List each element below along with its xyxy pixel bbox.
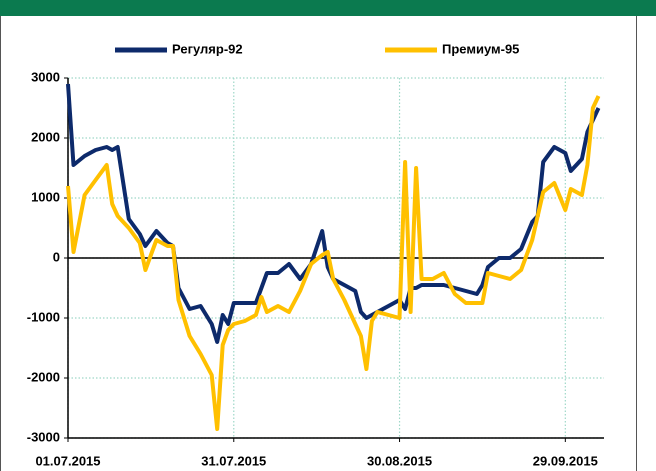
y-tick-label: -3000: [27, 429, 60, 444]
x-tick-label: 30.08.2015: [367, 453, 432, 468]
x-tick-label: 31.07.2015: [201, 453, 266, 468]
series-line: [66, 83, 601, 344]
x-tick-label: 29.09.2015: [533, 453, 598, 468]
legend-label: Регуляр-92: [172, 41, 243, 56]
y-tick-label: 3000: [31, 69, 60, 84]
y-tick-label: -2000: [27, 369, 60, 384]
legend-label: Премиум-95: [442, 41, 519, 56]
header-bar: [0, 0, 656, 16]
y-tick-label: 2000: [31, 129, 60, 144]
x-tick-label: 01.07.2015: [35, 453, 100, 468]
y-tick-label: -1000: [27, 309, 60, 324]
y-tick-label: 0: [53, 249, 60, 264]
series-line: [66, 95, 601, 431]
y-tick-label: 1000: [31, 189, 60, 204]
